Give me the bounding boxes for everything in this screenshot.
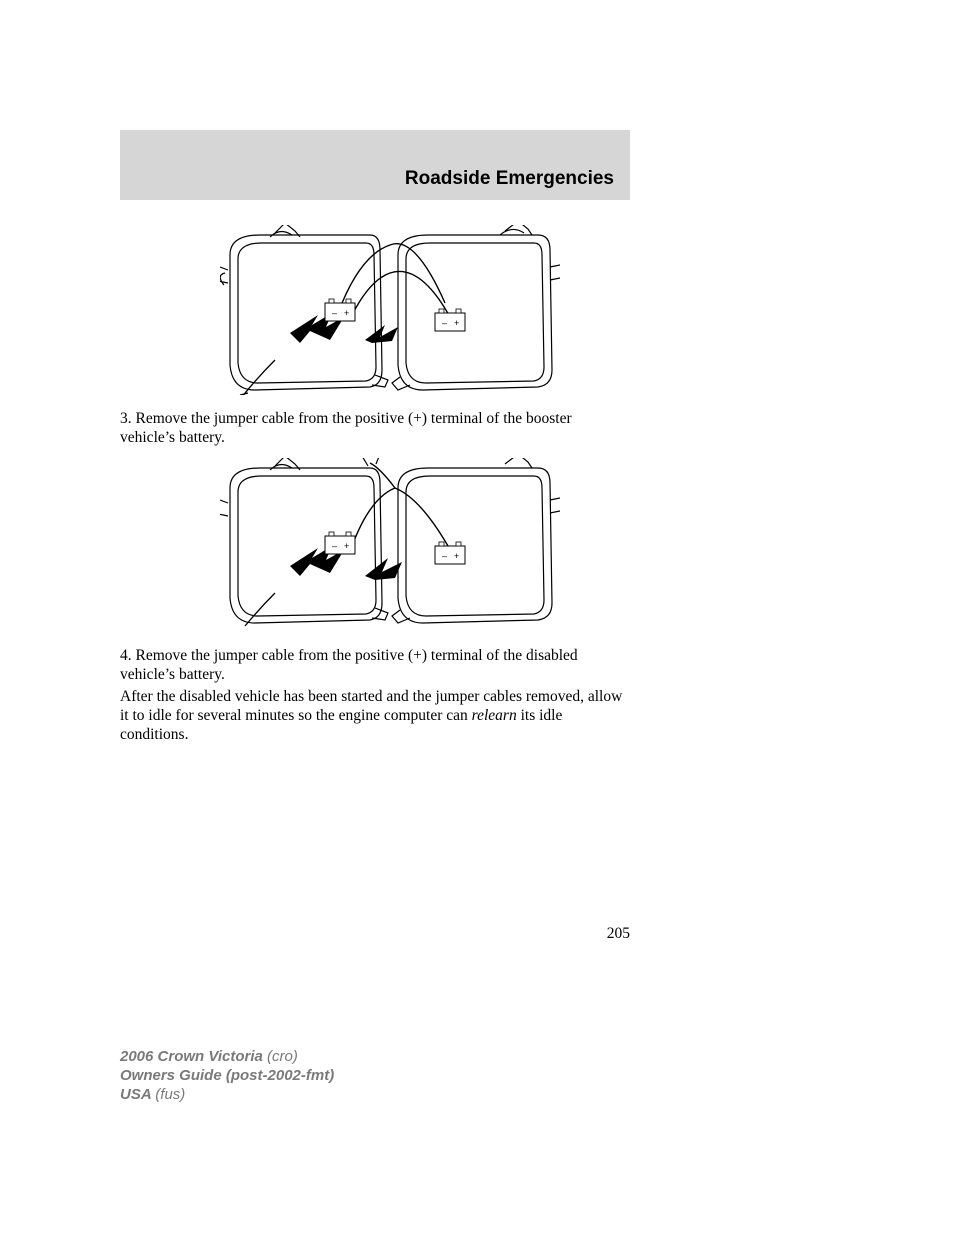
right-battery-icon: – + xyxy=(435,542,465,564)
diagram-svg-step4: – + – + xyxy=(220,458,560,628)
footer-vehicle-code: (cro) xyxy=(267,1048,298,1065)
battery-neg-label: – xyxy=(442,318,447,328)
footer-line-1: 2006 Crown Victoria (cro) xyxy=(120,1048,334,1067)
relearn-text-italic: relearn xyxy=(472,707,517,724)
section-header-title: Roadside Emergencies xyxy=(405,168,614,190)
relearn-paragraph: After the disabled vehicle has been star… xyxy=(120,688,630,745)
footer-region: USA xyxy=(120,1086,155,1103)
step-3-text: 3. Remove the jumper cable from the posi… xyxy=(120,410,630,448)
footer-guide-name: Owners Guide (post-2002-fmt) xyxy=(120,1067,334,1086)
left-battery-icon: – + xyxy=(325,299,355,321)
jumper-cable-diagram-step3: – + – + xyxy=(220,225,560,395)
battery-pos-label: + xyxy=(344,541,349,551)
battery-neg-label: – xyxy=(332,541,337,551)
battery-pos-label: + xyxy=(344,308,349,318)
battery-neg-label: – xyxy=(442,551,447,561)
battery-pos-label: + xyxy=(454,318,459,328)
footer-region-code: (fus) xyxy=(155,1086,185,1103)
footer-vehicle-name: 2006 Crown Victoria xyxy=(120,1048,267,1065)
battery-pos-label: + xyxy=(454,551,459,561)
battery-neg-label: – xyxy=(332,308,337,318)
jumper-cable-diagram-step4: – + – + xyxy=(220,458,560,628)
section-header-band: Roadside Emergencies xyxy=(120,130,630,200)
page-number: 205 xyxy=(120,925,630,943)
footer-line-3: USA (fus) xyxy=(120,1086,334,1105)
diagram-svg-step3: – + – + xyxy=(220,225,560,395)
right-battery-icon: – + xyxy=(435,309,465,331)
document-footer: 2006 Crown Victoria (cro) Owners Guide (… xyxy=(120,1048,334,1104)
left-battery-icon: – + xyxy=(325,532,355,554)
step-4-text: 4. Remove the jumper cable from the posi… xyxy=(120,647,630,685)
